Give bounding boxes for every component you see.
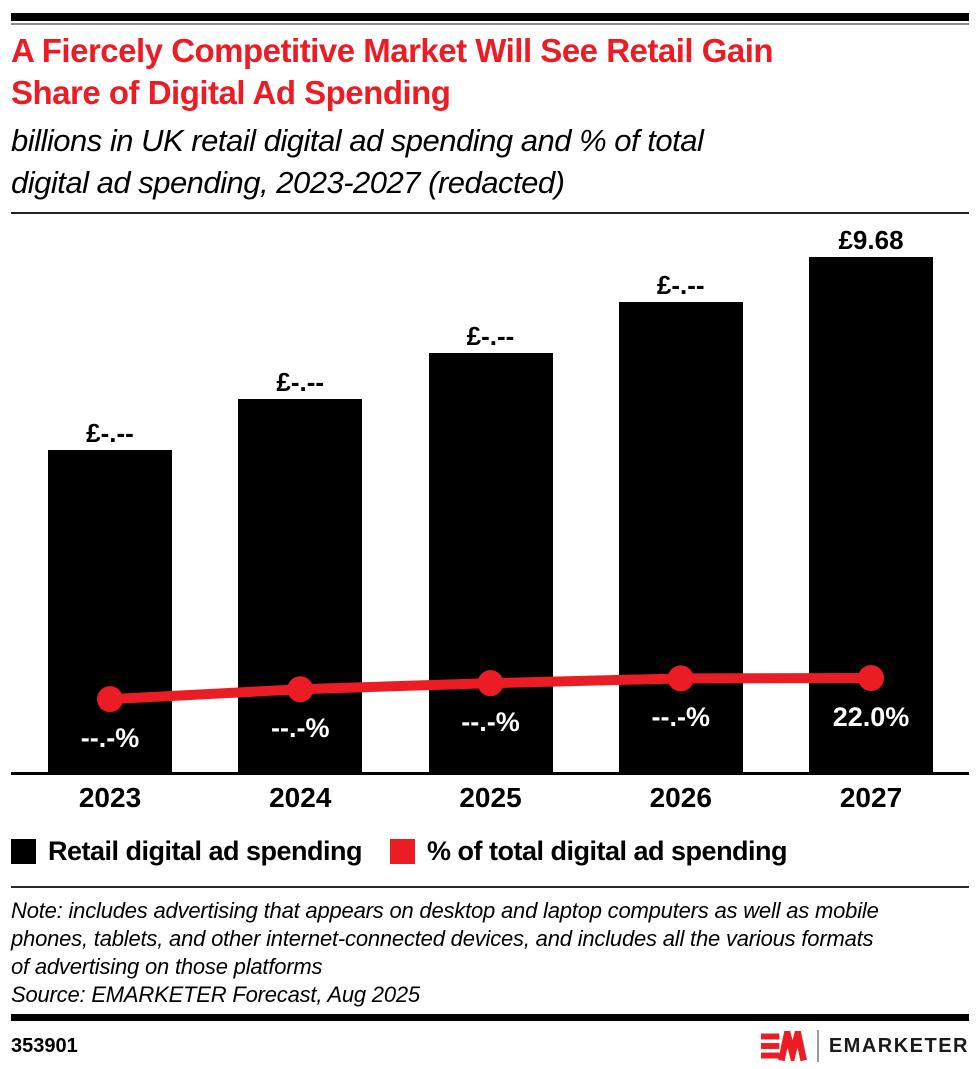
trend-point-2023 (97, 686, 123, 713)
chart-subtitle: billions in UK retail digital ad spendin… (11, 120, 969, 204)
top-rule-shadow (11, 23, 969, 25)
x-tick-label-2024: 2024 (269, 782, 332, 813)
chart-title-line-2: Share of Digital Ad Spending (11, 74, 451, 111)
trend-value-label-2026: --.-% (651, 702, 710, 733)
chart-subtitle-line-2: digital ad spending, 2023-2027 (redacted… (11, 165, 565, 200)
black-square-swatch-icon (11, 839, 36, 864)
brand-name: EMARKETER (828, 1034, 969, 1057)
note-line-1: Note: includes advertising that appears … (11, 898, 879, 923)
legend-item-pct-of-total: % of total digital ad spending (390, 836, 788, 867)
chart-id: 353901 (11, 1034, 78, 1057)
legend: Retail digital ad spending % of total di… (11, 836, 969, 867)
trend-value-label-2025: --.-% (461, 707, 520, 738)
bar-2024 (238, 399, 363, 773)
footer: 353901 EMARKETER (11, 1030, 969, 1062)
bottom-rule (11, 1014, 969, 1021)
source-text: Source: EMARKETER Forecast, Aug 2025 (11, 982, 420, 1007)
bar-value-label-2024: £-.-- (276, 367, 325, 397)
top-rule (11, 13, 969, 21)
legend-label: % of total digital ad spending (427, 836, 788, 866)
trend-point-2027 (858, 665, 884, 691)
bar-value-label-2026: £-.-- (656, 270, 705, 300)
trend-value-label-2023: --.-% (80, 723, 140, 754)
bar-2026 (618, 302, 743, 773)
x-tick-label-2027: 2027 (839, 782, 903, 813)
chart-title-line-1: A Fiercely Competitive Market Will See R… (11, 32, 774, 69)
bar-value-label-2023: £-.-- (86, 418, 134, 448)
bar-2023 (48, 450, 172, 773)
emarketer-chart-card: A Fiercely Competitive Market Will See R… (0, 13, 980, 1069)
chart-plot-area: £-.-- £-.-- £-.-- £-.-- £9.68 2023 2024 2025 202… (11, 214, 969, 813)
bar-value-label-2025: £-.-- (466, 321, 515, 351)
emarketer-em-monogram-icon (760, 1031, 807, 1061)
bar-2025 (428, 353, 553, 773)
red-square-swatch-icon (390, 839, 416, 864)
x-tick-label-2026: 2026 (649, 782, 712, 813)
legend-item-retail-spending: Retail digital ad spending (11, 836, 363, 867)
legend-label: Retail digital ad spending (48, 836, 363, 866)
x-tick-label-2025: 2025 (459, 782, 522, 813)
footnote-divider (11, 886, 969, 888)
x-tick-label-2023: 2023 (78, 782, 142, 813)
bar-value-label-2027: £9.68 (838, 225, 904, 255)
trend-value-label-2024: --.-% (271, 713, 330, 744)
header-divider (11, 212, 969, 214)
chart-title: A Fiercely Competitive Market Will See R… (11, 30, 969, 114)
trend-point-2026 (667, 665, 694, 692)
brand-logo: EMARKETER (760, 1030, 969, 1062)
trend-value-label-2027: 22.0% (832, 702, 910, 732)
trend-line-svg (97, 665, 884, 713)
x-axis (11, 772, 969, 775)
trend-point-2025 (477, 670, 504, 697)
chart-subtitle-line-1: billions in UK retail digital ad spendin… (11, 123, 704, 158)
note-line-2: phones, tablets, and other internet-conn… (11, 926, 874, 951)
note-text: Note: includes advertising that appears … (11, 897, 969, 981)
note-line-3: of advertising on those platforms (11, 954, 323, 979)
trend-point-2024 (287, 676, 314, 703)
brand-logo-divider (816, 1030, 819, 1062)
